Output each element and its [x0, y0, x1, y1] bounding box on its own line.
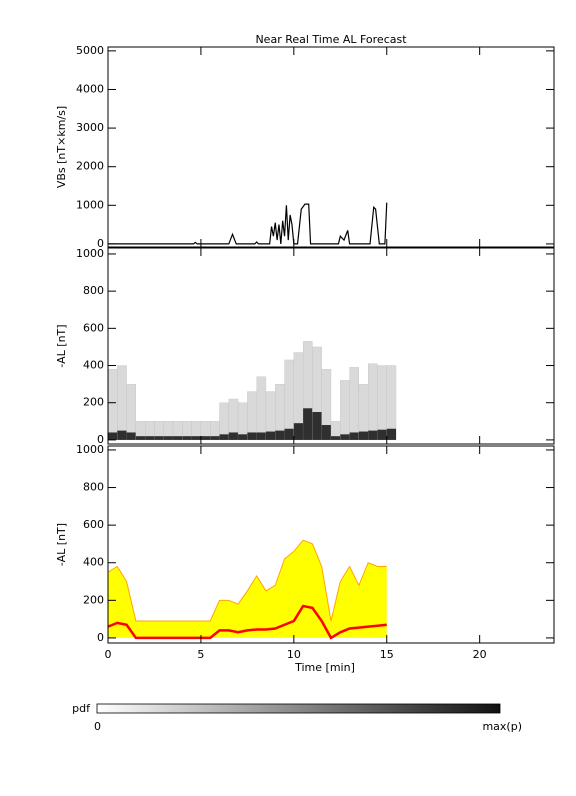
pdf-column: [107, 369, 118, 441]
pdf-mode: [321, 425, 331, 440]
pdf-mode: [210, 436, 220, 440]
pdf-column: [368, 363, 378, 441]
pdf-column: [256, 376, 267, 441]
pdf-column: [126, 383, 137, 441]
y-tick-label: 1000: [76, 443, 104, 456]
y-tick-label: 0: [97, 433, 104, 446]
plot-frame: [107, 445, 555, 644]
pdf-mode: [358, 431, 369, 440]
pdf-mode: [182, 436, 192, 440]
colorbar-min-label: 0: [94, 720, 101, 733]
x-tick-label: 15: [380, 648, 394, 661]
pdf-column: [377, 365, 387, 441]
colorbar-label: pdf: [72, 702, 91, 715]
plot-frame: [107, 46, 555, 248]
pdf-mode: [247, 432, 257, 440]
pdf-mode: [368, 430, 378, 440]
pdf-mode: [219, 434, 229, 440]
pdf-mode: [145, 436, 155, 440]
y-tick-label: 2000: [76, 160, 104, 173]
pdf-mode: [108, 432, 118, 440]
pdf-mode: [126, 432, 136, 440]
pdf-mode: [117, 430, 127, 440]
pdf-mode: [303, 408, 313, 440]
x-tick-label: 10: [287, 648, 301, 661]
colorbar: [96, 703, 501, 714]
x-tick-label: 5: [197, 648, 204, 661]
pdf-column: [117, 365, 127, 441]
y-axis-label: -AL [nT]: [55, 523, 68, 566]
pdf-column: [321, 369, 332, 441]
y-axis-label: VBs [nT×km/s]: [55, 106, 68, 188]
pdf-mode: [173, 436, 183, 440]
y-tick-label: 5000: [76, 44, 104, 57]
pdf-mode: [284, 428, 294, 440]
pdf-column: [340, 380, 350, 441]
upper-line: [107, 539, 387, 622]
pdf-mode: [200, 436, 211, 440]
pdf-mode: [238, 434, 248, 440]
y-tick-label: 800: [83, 481, 104, 494]
pdf-mode: [163, 436, 174, 440]
pdf-column: [284, 359, 294, 441]
x-tick-label: 0: [105, 648, 112, 661]
data-line: [108, 202, 388, 245]
pdf-mode: [377, 429, 387, 440]
pdf-column: [349, 367, 360, 441]
y-tick-label: 3000: [76, 121, 104, 134]
y-tick-label: 400: [83, 556, 104, 569]
chart-title: Near Real Time AL Forecast: [255, 33, 407, 46]
pdf-mode: [275, 430, 285, 440]
pdf-column: [358, 383, 369, 441]
y-axis-label: -AL [nT]: [55, 324, 68, 367]
y-tick-label: 600: [83, 518, 104, 531]
pdf-mode: [349, 432, 359, 440]
y-tick-label: 200: [83, 396, 104, 409]
y-tick-label: 1000: [76, 247, 104, 260]
pdf-mode: [331, 436, 341, 440]
median-line: [107, 604, 387, 640]
colorbar-max-label: max(p): [482, 720, 522, 733]
pdf-mode: [293, 423, 304, 440]
pdf-mode: [154, 436, 164, 440]
x-tick-label: 20: [473, 648, 487, 661]
y-tick-label: 800: [83, 284, 104, 297]
y-tick-label: 1000: [76, 198, 104, 211]
pdf-mode: [265, 431, 276, 440]
y-tick-label: 4000: [76, 82, 104, 95]
y-tick-label: 400: [83, 359, 104, 372]
pdf-column: [386, 365, 397, 441]
pdf-mode: [228, 432, 239, 440]
spread-area: [108, 540, 387, 638]
y-tick-label: 600: [83, 321, 104, 334]
pdf-mode: [135, 436, 146, 440]
pdf-mode: [256, 432, 266, 440]
y-tick-label: 0: [97, 631, 104, 644]
pdf-mode: [386, 428, 397, 440]
plot-frame: [107, 247, 555, 445]
y-tick-label: 0: [97, 237, 104, 250]
pdf-mode: [340, 434, 350, 440]
x-axis-label: Time [min]: [294, 661, 355, 674]
y-tick-label: 200: [83, 593, 104, 606]
pdf-mode: [312, 412, 322, 440]
pdf-mode: [191, 436, 201, 440]
